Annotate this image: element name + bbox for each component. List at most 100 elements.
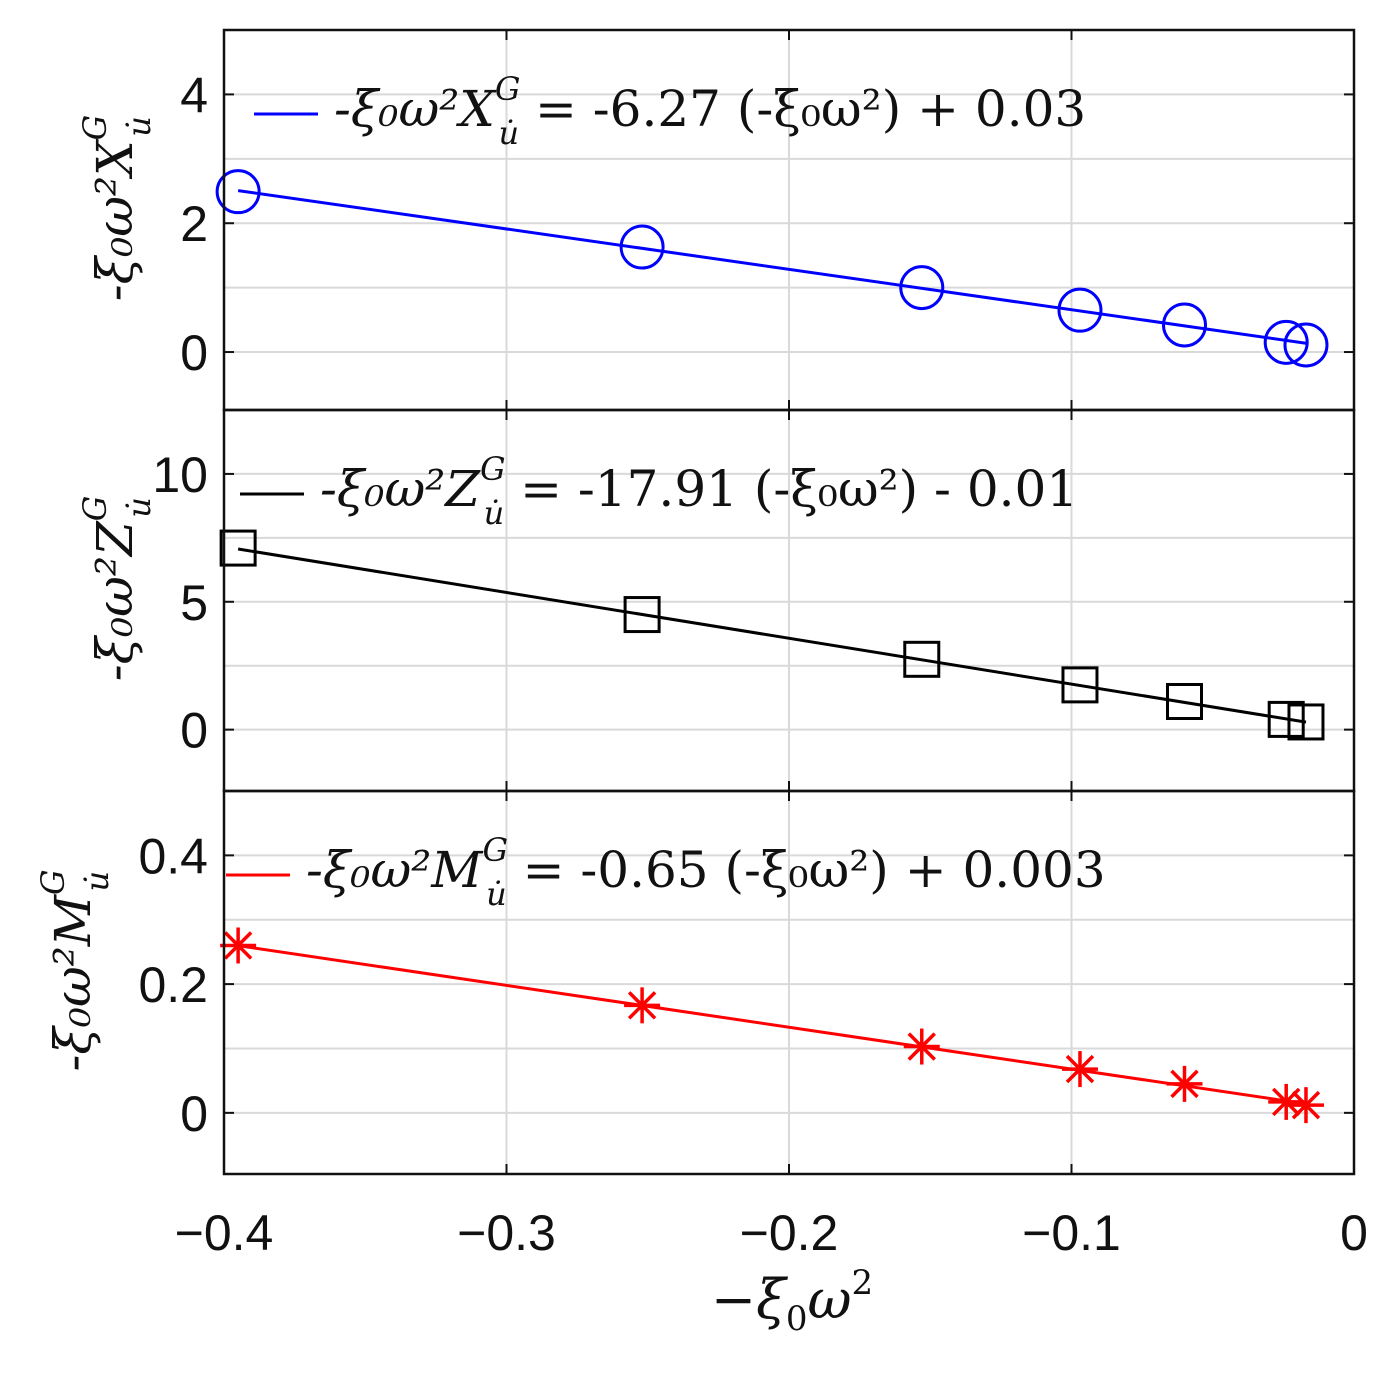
panel-bottom-legend-lhs-prefix: -ξ₀ω² bbox=[306, 841, 431, 899]
panel-top-point-6 bbox=[1283, 322, 1329, 368]
panel-middle-fit-line bbox=[237, 547, 1307, 724]
panel-middle-point-2 bbox=[903, 640, 941, 678]
frame-layer bbox=[222, 28, 1356, 1176]
panel-bottom-legend-paren: (-ξ₀ω²) bbox=[709, 841, 905, 899]
panel-bottom-legend-sign: + bbox=[905, 841, 963, 899]
panel-middle-point-3 bbox=[1061, 666, 1099, 704]
panel-bottom-point-3-d2 bbox=[1065, 1054, 1095, 1084]
panel-top-point-5 bbox=[1263, 319, 1309, 365]
x-tick-label-1: −0.3 bbox=[457, 1205, 556, 1261]
panel-top-legend-lhs-symbol: X bbox=[455, 80, 497, 138]
x-tick-label-2: −0.2 bbox=[740, 1205, 839, 1261]
panel-middle-legend-text: -ξ₀ω²ZG u̇ = -17.91 (-ξ₀ω²) - 0.01 bbox=[320, 450, 1078, 532]
x-tick-label-4: 0 bbox=[1340, 1205, 1368, 1261]
panel-bottom-legend-text: -ξ₀ω²MG u̇ = -0.65 (-ξ₀ω²) + 0.003 bbox=[306, 831, 1106, 913]
x-axis-label-sub: 0 bbox=[786, 1299, 808, 1339]
panel-bottom-ylabel-symbol: M bbox=[44, 893, 102, 947]
panel-top-legend-coef: -6.27 bbox=[593, 80, 721, 138]
panel-bottom-ylabel-prefix: -ξ₀ω² bbox=[44, 946, 102, 1071]
panel-middle-legend-lhs-sub: u̇ bbox=[484, 494, 505, 532]
panel-middle-point-4 bbox=[1166, 683, 1203, 721]
panel-top-legend-lhs-prefix: -ξ₀ω² bbox=[334, 80, 459, 138]
panel-middle-legend-equals: = bbox=[504, 460, 578, 518]
panel-top-ylabel-sup: G bbox=[76, 115, 114, 141]
panel-top-ylabel-sub: u̇ bbox=[120, 116, 158, 137]
x-axis-label-prefix: −ξ bbox=[711, 1268, 788, 1331]
panel-middle-point-1 bbox=[623, 596, 661, 634]
panel-bottom-ytick-label-0: 0 bbox=[180, 1086, 208, 1142]
panel-middle-ylabel-sub: u̇ bbox=[120, 497, 158, 518]
panel-middle-ylabel: -ξ₀ω²ZG u̇ bbox=[76, 496, 158, 682]
x-axis-label-sup: 2 bbox=[852, 1263, 874, 1303]
panel-top-ytick-label-0: 0 bbox=[180, 325, 208, 381]
panel-middle-ytick-label-1: 5 bbox=[180, 575, 208, 631]
panel-bottom-point-1-d2 bbox=[627, 991, 657, 1020]
panel-bottom-legend-coef: -0.65 bbox=[580, 841, 708, 899]
panel-bottom-point-4 bbox=[1166, 1065, 1203, 1102]
panel-bottom-legend-lhs-sub: u̇ bbox=[486, 875, 507, 913]
grid-layer bbox=[224, 30, 1354, 1174]
panel-top-legend-intercept: 0.03 bbox=[975, 80, 1086, 138]
panel-bottom-legend-lhs-sup: G bbox=[483, 831, 509, 869]
x-axis-label: −ξ0ω2 bbox=[711, 1263, 873, 1339]
panel-bottom-point-2 bbox=[903, 1028, 940, 1065]
panel-middle-point-5 bbox=[1267, 700, 1305, 738]
panel-top-legend-equals: = bbox=[519, 80, 593, 138]
panel-top-ytick-label-1: 2 bbox=[180, 196, 208, 252]
panel-top-ylabel: -ξ₀ω²XG u̇ bbox=[76, 115, 158, 301]
panel-top-point-0 bbox=[215, 169, 261, 215]
panel-bottom-point-6 bbox=[1287, 1087, 1324, 1124]
x-tick-label-0: −0.4 bbox=[175, 1205, 274, 1261]
panel-middle-legend-coef: -17.91 bbox=[578, 460, 738, 518]
panel-middle-legend-lhs-sup: G bbox=[480, 450, 506, 488]
panel-middle-ylabel-prefix: -ξ₀ω² bbox=[86, 556, 144, 681]
panel-bottom-point-6-d2 bbox=[1291, 1090, 1321, 1120]
panel-top-ytick-label-2: 4 bbox=[180, 67, 208, 123]
panel-middle-ylabel-symbol: Z bbox=[86, 520, 144, 558]
panel-top-fit-line bbox=[237, 189, 1307, 345]
panel-middle-ytick-label-2: 10 bbox=[152, 447, 208, 503]
panel-top-legend-lhs-sub: u̇ bbox=[498, 114, 519, 152]
panel-bottom-ytick-label-1: 0.2 bbox=[138, 957, 208, 1013]
panel-bottom-legend-equals: = bbox=[507, 841, 581, 899]
panel-top-point-2 bbox=[899, 265, 945, 311]
panel-top-point-3 bbox=[1057, 287, 1103, 333]
panel-top-ylabel-symbol: X bbox=[86, 138, 144, 180]
panel-top-point-4 bbox=[1162, 302, 1207, 348]
x-tick-label-3: −0.1 bbox=[1022, 1205, 1121, 1261]
panel-middle-legend-sign: - bbox=[934, 460, 967, 518]
panel-top-legend-text: -ξ₀ω²XG u̇ = -6.27 (-ξ₀ω²) + 0.03 bbox=[334, 70, 1086, 152]
panel-middle-ylabel-sup: G bbox=[76, 496, 114, 522]
panel-bottom-ylabel: -ξ₀ω²MG u̇ bbox=[34, 869, 116, 1071]
panel-middle-point-0 bbox=[219, 529, 257, 567]
panel-bottom-point-2-d2 bbox=[907, 1032, 936, 1061]
panel-bottom-ytick-label-2: 0.4 bbox=[138, 828, 208, 884]
panel-middle-point-6 bbox=[1287, 703, 1325, 741]
panel-bottom-point-3 bbox=[1061, 1051, 1098, 1088]
data-layer bbox=[215, 112, 1329, 1124]
panel-bottom-point-0 bbox=[220, 927, 257, 964]
panel-bottom-point-4-d2 bbox=[1170, 1069, 1199, 1099]
panel-bottom-legend-intercept: 0.003 bbox=[962, 841, 1105, 899]
panel-middle-legend-paren: (-ξ₀ω²) bbox=[738, 460, 934, 518]
panel-bottom-point-5 bbox=[1268, 1083, 1305, 1120]
panel-middle-legend-lhs-symbol: Z bbox=[443, 460, 481, 518]
panel-top-ylabel-prefix: -ξ₀ω² bbox=[86, 176, 144, 301]
panel-bottom-ylabel-sub: u̇ bbox=[78, 871, 116, 892]
panel-bottom-ylabel-sup: G bbox=[34, 869, 72, 895]
panel-bottom-point-0-d2 bbox=[223, 931, 253, 960]
panel-bottom-fit-line bbox=[237, 944, 1307, 1106]
panel-top-legend-paren: (-ξ₀ω²) bbox=[721, 80, 917, 138]
panel-middle-legend-intercept: 0.01 bbox=[967, 460, 1078, 518]
x-axis-label-omega: ω bbox=[807, 1268, 851, 1331]
panel-middle-ytick-label-0: 0 bbox=[180, 703, 208, 759]
panel-bottom-legend-lhs-symbol: M bbox=[430, 841, 484, 899]
text-layer: 024 -ξ₀ω²XG u̇ = -6.27 (-ξ₀ω²) + 0.03-ξ₀ω²… bbox=[34, 67, 1368, 1339]
panel-top-point-1 bbox=[619, 224, 665, 270]
panel-top-legend-sign: + bbox=[917, 80, 975, 138]
panel-bottom-point-1 bbox=[624, 987, 661, 1024]
panel-top-legend-lhs-sup: G bbox=[495, 70, 521, 108]
panel-middle-legend-lhs-prefix: -ξ₀ω² bbox=[320, 460, 445, 518]
